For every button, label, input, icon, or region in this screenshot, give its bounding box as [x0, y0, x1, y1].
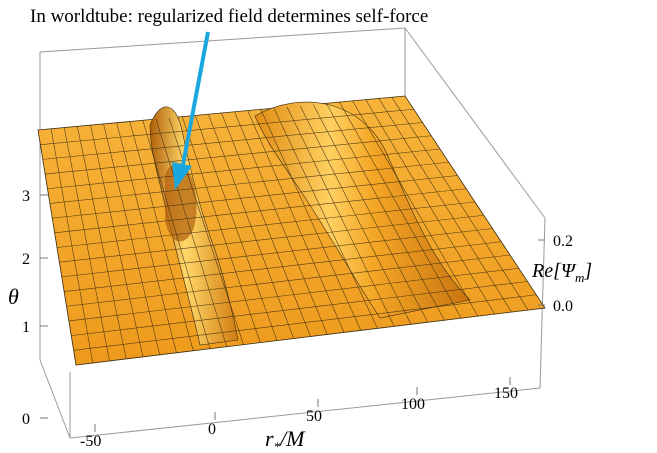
mesh-line: [73, 294, 537, 351]
mesh-line: [71, 281, 528, 336]
mesh-line: [68, 267, 519, 322]
r-tick-labels: -50 0 50 100 150: [80, 385, 518, 450]
r-tick: 150: [494, 385, 518, 402]
axis-ticks: [40, 194, 545, 432]
mesh-line: [61, 228, 493, 278]
theta-tick: 3: [22, 188, 30, 205]
theta-tick: 2: [22, 251, 30, 268]
theta-tick: 1: [22, 319, 30, 336]
annotation-arrow: [172, 31, 210, 190]
re-tick: 0.2: [553, 233, 573, 250]
theta-axis-label: θ: [8, 284, 19, 309]
mesh-line: [40, 108, 414, 145]
mesh-line: [56, 201, 476, 248]
mesh-line: [49, 161, 449, 204]
annotation-text: In worldtube: regularized field determin…: [30, 6, 428, 27]
surface-mesh: [40, 97, 537, 364]
re-tick: 0.0: [553, 298, 573, 315]
mesh-line: [54, 188, 467, 234]
mesh-line: [47, 148, 441, 190]
re-axis-label: Re[Ψm]: [531, 260, 592, 285]
mesh-line: [66, 254, 511, 307]
r-tick: 100: [401, 396, 425, 413]
r-tick: 0: [208, 421, 216, 438]
r-tick: -50: [80, 433, 101, 450]
mesh-line: [45, 135, 432, 175]
mesh-line: [59, 214, 484, 263]
r-tick: 50: [306, 408, 322, 425]
r-axis-label: r*/M: [265, 426, 306, 453]
re-tick-labels: 0.2 0.0: [553, 233, 573, 315]
bounding-box: [39, 27, 546, 439]
theta-tick: 0: [22, 411, 30, 428]
theta-tick-labels: 3 2 1 0: [22, 188, 30, 428]
mesh-line: [52, 175, 458, 219]
mesh-line: [42, 122, 423, 160]
mesh-line: [64, 241, 502, 292]
